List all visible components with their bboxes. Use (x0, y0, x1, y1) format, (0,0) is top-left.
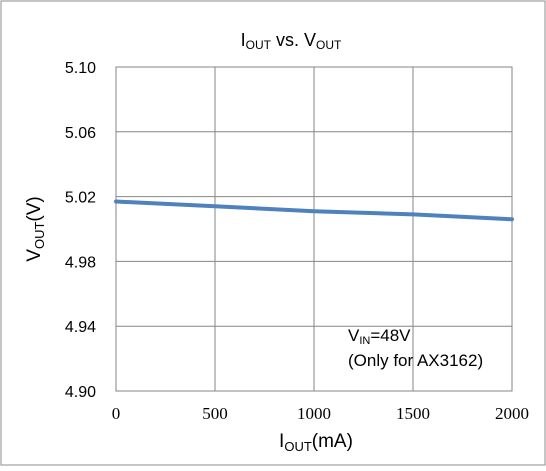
series-layer (114, 199, 514, 222)
x-tick-label: 1000 (297, 404, 331, 423)
y-tick-label: 4.98 (65, 254, 96, 271)
chart-title: IOUT vs. VOUT (241, 30, 342, 52)
y-tick-label: 5.10 (65, 60, 96, 77)
y-tick-label: 5.06 (65, 125, 96, 142)
annotation: VIN=48V (Only for AX3162) (348, 326, 483, 370)
annotation-line-2: (Only for AX3162) (348, 351, 483, 370)
x-tick-label: 0 (112, 404, 121, 423)
x-axis-label: IOUT(mA) (279, 431, 353, 454)
y-tick-label: 4.90 (65, 384, 96, 401)
series-line (114, 199, 514, 222)
y-tick-label: 5.02 (65, 190, 96, 207)
x-tick-label: 1500 (396, 404, 430, 423)
y-tick-label: 4.94 (65, 319, 96, 336)
x-tick-label: 2000 (495, 404, 529, 423)
y-axis-label: VOUT(V) (24, 196, 47, 261)
y-tick-labels: 4.90 4.94 4.98 5.02 5.06 5.10 (65, 60, 96, 401)
annotation-line-1: VIN=48V (348, 326, 411, 347)
x-tick-label: 500 (202, 404, 228, 423)
grid-lines (115, 66, 513, 392)
x-tick-labels: 0 500 1000 1500 2000 (112, 404, 529, 423)
